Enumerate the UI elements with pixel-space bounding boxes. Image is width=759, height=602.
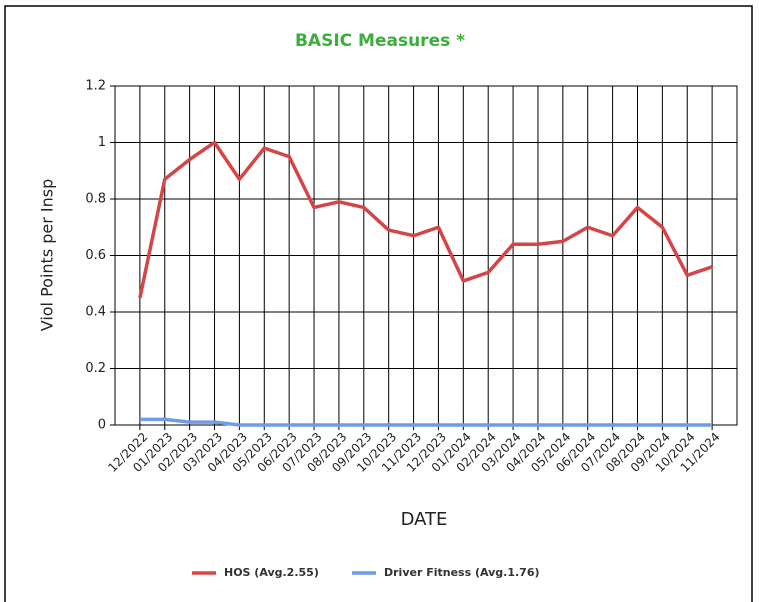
y-axis-label: Viol Points per Insp bbox=[38, 179, 57, 332]
y-tick-label: 0 bbox=[98, 418, 106, 433]
series-line bbox=[139, 417, 713, 427]
y-tick-label: 0.6 bbox=[85, 248, 106, 263]
y-tick-label: 0.8 bbox=[85, 192, 106, 207]
y-tick-label: 1 bbox=[98, 135, 106, 150]
y-tick-label: 0.2 bbox=[85, 361, 106, 376]
y-tick-label: 0.4 bbox=[85, 305, 106, 320]
legend-label: Driver Fitness (Avg.1.76) bbox=[384, 566, 540, 579]
series-line bbox=[138, 140, 713, 299]
frame bbox=[4, 5, 753, 602]
y-tick-label: 1.2 bbox=[85, 79, 106, 94]
x-axis-label: DATE bbox=[401, 509, 448, 530]
legend-label: HOS (Avg.2.55) bbox=[224, 566, 319, 579]
chart-title: BASIC Measures * bbox=[295, 31, 465, 51]
